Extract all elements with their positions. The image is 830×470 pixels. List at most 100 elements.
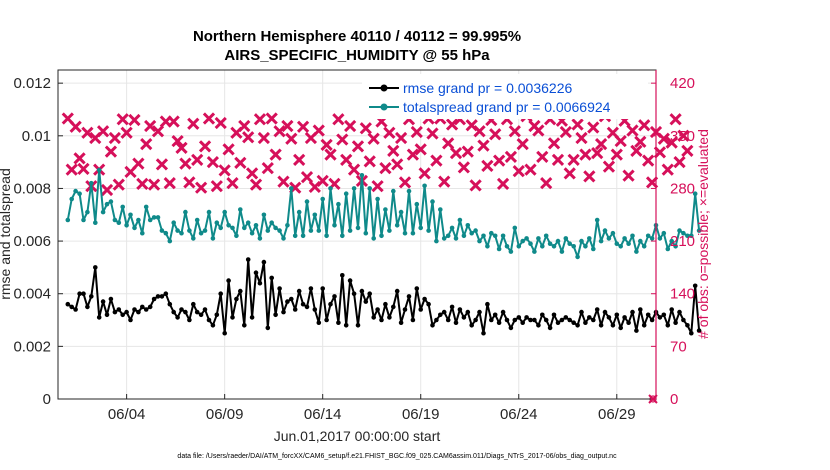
rmse-point — [183, 309, 188, 315]
spread-point — [618, 244, 623, 249]
spread-point — [587, 236, 592, 241]
spread-point — [312, 212, 318, 218]
spread-point — [391, 188, 396, 194]
obs-evaluated-marker — [242, 131, 255, 144]
rmse-point — [206, 317, 212, 323]
y-tick-label: 0.006 — [13, 233, 51, 250]
spread-point — [602, 228, 608, 233]
obs-evaluated-marker — [245, 167, 259, 180]
spread-point — [657, 236, 663, 241]
obs-evaluated-marker — [496, 177, 510, 191]
rmse-point — [445, 317, 451, 323]
obs-evaluated-marker — [285, 132, 298, 145]
spread-point — [147, 217, 153, 223]
rmse-point — [104, 312, 110, 318]
rmse-point — [543, 317, 549, 323]
spread-point — [73, 188, 78, 194]
obs-evaluated-marker — [540, 177, 553, 190]
spread-point — [273, 225, 278, 231]
spread-point — [230, 225, 235, 231]
y-axis-label: rmse and totalspread — [0, 168, 13, 300]
obs-evaluated-marker — [120, 126, 133, 139]
spread-point — [453, 236, 459, 241]
obs-evaluated-marker — [336, 133, 349, 146]
spread-point — [685, 233, 690, 239]
obs-evaluated-marker — [202, 112, 216, 125]
rmse-point — [242, 323, 247, 328]
rmse-point — [532, 317, 537, 323]
spread-point — [355, 225, 361, 231]
rmse-point — [222, 330, 227, 336]
rmse-point — [347, 278, 353, 283]
rmse-point — [132, 307, 137, 312]
obs-evaluated-marker — [551, 153, 565, 166]
obs-evaluated-marker — [81, 126, 94, 139]
spread-point — [422, 183, 427, 189]
obs-evaluated-marker — [155, 158, 169, 171]
rmse-point — [524, 315, 529, 320]
y-tick-label: 0 — [43, 391, 51, 408]
spread-point — [661, 230, 667, 236]
rmse-point — [167, 301, 173, 307]
obs-evaluated-marker — [171, 134, 184, 148]
rmse-point — [645, 312, 651, 318]
rmse-point — [402, 307, 408, 312]
spread-point — [461, 233, 467, 239]
rmse-point — [665, 323, 671, 328]
spread-point — [363, 230, 369, 236]
rmse-point — [453, 320, 459, 326]
spread-point — [132, 225, 137, 231]
obs-evaluated-marker — [257, 131, 270, 145]
chart-title: Northern Hemisphere 40110 / 40112 = 99.9… — [193, 28, 521, 45]
spread-point — [218, 225, 223, 231]
rmse-point — [449, 304, 455, 310]
obs-evaluated-marker — [379, 162, 392, 175]
spread-point — [485, 244, 490, 249]
spread-point — [520, 238, 525, 244]
obs-evaluated-marker — [445, 118, 459, 131]
obs-evaluated-marker — [524, 163, 537, 176]
rmse-point — [485, 301, 490, 307]
spread-point — [202, 228, 208, 233]
rmse-point — [191, 301, 196, 307]
rmse-point — [516, 315, 522, 320]
rmse-point — [469, 323, 475, 328]
y2-tick-label: 0 — [670, 391, 678, 408]
plot-area — [58, 70, 656, 399]
rmse-point — [461, 315, 467, 320]
spread-point — [340, 233, 345, 239]
rmse-point — [606, 315, 612, 320]
obs-evaluated-marker — [163, 177, 176, 190]
rmse-point — [218, 291, 223, 297]
spread-point — [351, 186, 357, 191]
rmse-point — [140, 304, 145, 310]
rmse-point — [355, 323, 361, 328]
obs-evaluated-marker — [371, 180, 384, 193]
spread-point — [151, 215, 157, 220]
obs-evaluated-marker — [363, 155, 376, 168]
spread-point — [277, 228, 282, 233]
obs-evaluated-marker — [669, 113, 682, 126]
spread-point — [183, 209, 188, 215]
obs-evaluated-marker — [124, 165, 137, 179]
spread-point — [81, 217, 86, 223]
rmse-point — [579, 309, 584, 315]
rmse-point — [124, 309, 129, 315]
rmse-point — [210, 323, 216, 328]
rmse-point — [540, 312, 545, 318]
spread-point — [316, 228, 322, 233]
legend-rmse-label: rmse grand pr = 0.0036226 — [403, 80, 572, 96]
rmse-point — [418, 307, 424, 312]
spread-point — [253, 223, 259, 228]
obs-evaluated-marker — [614, 134, 627, 148]
spread-point — [481, 233, 486, 239]
spread-point — [167, 238, 173, 244]
rmse-point — [343, 323, 349, 328]
spread-point — [332, 223, 337, 228]
spread-point — [108, 199, 114, 204]
spread-point — [143, 204, 149, 210]
obs-evaluated-marker — [622, 169, 635, 182]
spread-point — [308, 228, 314, 233]
rmse-point — [100, 299, 106, 304]
rmse-point — [391, 304, 396, 310]
